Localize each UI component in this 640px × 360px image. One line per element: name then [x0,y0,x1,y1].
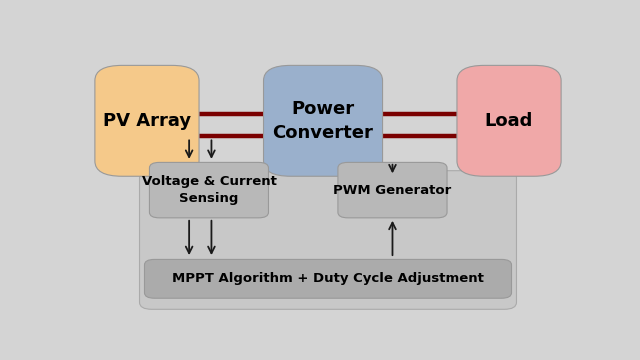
Text: Voltage & Current
Sensing: Voltage & Current Sensing [141,175,276,205]
Text: PV Array: PV Array [103,112,191,130]
FancyBboxPatch shape [457,66,561,176]
FancyBboxPatch shape [145,260,511,298]
FancyBboxPatch shape [140,171,516,309]
Text: PWM Generator: PWM Generator [333,184,452,197]
FancyBboxPatch shape [338,162,447,218]
FancyBboxPatch shape [95,66,199,176]
Text: MPPT Algorithm + Duty Cycle Adjustment: MPPT Algorithm + Duty Cycle Adjustment [172,272,484,285]
Text: Power
Converter: Power Converter [273,100,374,141]
FancyBboxPatch shape [150,162,269,218]
Text: Load: Load [485,112,533,130]
FancyBboxPatch shape [264,66,383,176]
